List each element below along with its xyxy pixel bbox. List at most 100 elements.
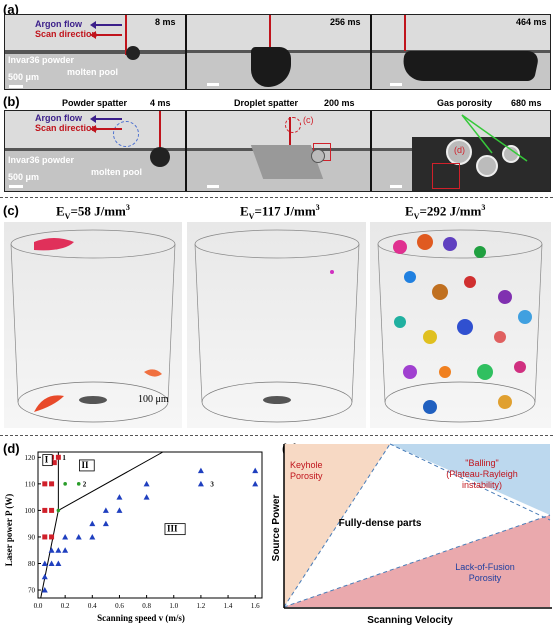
data-point <box>41 573 48 580</box>
ct-volume-2 <box>187 222 366 428</box>
panel-b-strip: (c) (d) Argon flow Scan direction Invar3… <box>4 110 551 192</box>
region-i-label: I <box>45 455 49 465</box>
data-point <box>49 507 55 513</box>
data-point <box>49 481 55 487</box>
y-tick-label: 70 <box>28 587 36 595</box>
point-label-2: 2 <box>83 481 87 489</box>
region-ii-label: II <box>81 460 89 470</box>
keyhole-label: Porosity <box>290 471 323 481</box>
argon-arrow-icon <box>92 24 122 26</box>
data-point <box>55 454 61 460</box>
x-tick-label: 0.2 <box>61 602 70 610</box>
data-point <box>42 507 48 513</box>
time-label: 4 ms <box>150 98 171 108</box>
y-tick-label: 90 <box>28 533 36 541</box>
balling-label: instability) <box>462 480 502 490</box>
region-iii-label-box <box>164 523 186 536</box>
x-tick-label: 0.4 <box>88 602 97 610</box>
molten-pool-label: molten pool <box>67 67 118 77</box>
panel-b-title-2: Droplet spatter <box>234 98 299 108</box>
plot-frame <box>37 451 263 599</box>
panel-a-frame-1 <box>5 15 185 89</box>
y-tick-label: 80 <box>28 560 36 568</box>
data-point <box>143 480 150 487</box>
scan-arrow-icon <box>92 34 122 36</box>
region-ii-label-box <box>79 459 95 472</box>
ct-volume-3 <box>370 222 551 428</box>
panel-c-label: (c) <box>3 203 19 218</box>
data-point <box>41 587 48 593</box>
data-point <box>41 560 48 566</box>
panel-d-label: (d) <box>3 441 20 456</box>
data-point <box>76 482 81 486</box>
argon-arrow-icon <box>92 118 122 120</box>
data-point <box>63 482 67 486</box>
data-point <box>75 533 82 540</box>
data-point <box>55 560 62 566</box>
data-point <box>55 547 62 553</box>
ct-title-2: EV=117 J/mm3 <box>240 203 320 221</box>
ct-mesh-1 <box>10 229 176 423</box>
x-tick-label: 1.4 <box>224 602 233 610</box>
x-tick-label: 0.6 <box>115 602 124 610</box>
y-tick-label: 100 <box>25 507 36 515</box>
boundary-line <box>40 510 59 599</box>
mark-d: (d) <box>454 145 465 155</box>
data-point <box>89 520 96 527</box>
data-point <box>252 480 259 487</box>
argon-flow-label: Argon flow <box>35 113 82 123</box>
process-map: Keyhole Porosity "Balling" (Plateau-Rayl… <box>271 443 552 626</box>
data-point <box>102 507 109 513</box>
point-label-1: 1 <box>62 454 66 462</box>
x-tick-label: 1.2 <box>197 602 206 610</box>
lof-label: Lack-of-Fusion <box>455 562 515 572</box>
y-tick-label: 120 <box>25 454 36 462</box>
y-tick-label: 110 <box>25 480 36 488</box>
dense-label: Fully-dense parts <box>339 518 422 529</box>
data-point <box>42 534 48 540</box>
scale-bar <box>9 85 23 88</box>
mark-c: (c) <box>303 115 314 125</box>
data-point <box>48 547 55 553</box>
data-point <box>49 534 55 540</box>
scan-direction-label: Scan direction <box>35 29 98 39</box>
y-axis-label: Source Power <box>271 495 282 562</box>
scan-direction-label: Scan direction <box>35 123 98 133</box>
ct-mesh-3 <box>377 229 543 423</box>
data-point <box>51 460 57 466</box>
x-tick-label: 1.0 <box>169 602 178 610</box>
data-point <box>42 481 48 487</box>
x-tick-label: 1.6 <box>251 602 260 610</box>
molten-pool-label: molten pool <box>91 167 142 177</box>
data-point <box>62 533 69 540</box>
scale-bar-label: 100 μm <box>138 394 169 405</box>
data-point <box>56 508 61 513</box>
point-label-3: 3 <box>210 481 214 489</box>
material-label: Invar36 powder <box>8 155 75 165</box>
droplet-circle <box>285 117 301 133</box>
scale-bar <box>9 185 23 188</box>
panel-b-title-3: Gas porosity <box>437 98 493 108</box>
y-axis-label: Laser power P (W) <box>4 494 14 566</box>
panel-a-frame-3 <box>372 15 550 89</box>
time-label: 256 ms <box>330 17 361 27</box>
keyhole-region <box>284 444 390 607</box>
material-label: Invar36 powder <box>8 55 75 65</box>
time-label: 8 ms <box>155 17 176 27</box>
ct-title-3: EV=292 J/mm3 <box>405 203 486 221</box>
data-point <box>143 494 150 500</box>
x-tick-label: 0.0 <box>34 602 43 610</box>
ct-title-1: EV=58 J/mm3 <box>56 203 130 221</box>
panel-a-strip: 8 ms 256 ms 464 ms Argon flow Scan direc… <box>4 14 551 90</box>
lof-label: Porosity <box>469 573 502 583</box>
melt-track-shape <box>398 51 541 81</box>
scan-arrow-icon <box>92 128 122 130</box>
scatter-chart: 0.0 0.2 0.4 0.6 0.8 1.0 1.2 1.4 1.6 70 80 90 100 110 1… <box>4 451 263 623</box>
gas-arrows-icon <box>461 114 528 162</box>
time-label: 200 ms <box>324 98 355 108</box>
data-point <box>197 480 204 487</box>
data-point <box>48 560 55 566</box>
time-label: 464 ms <box>516 17 547 27</box>
molten-pool-shape <box>126 46 140 60</box>
panel-a-label: (a) <box>3 2 19 17</box>
